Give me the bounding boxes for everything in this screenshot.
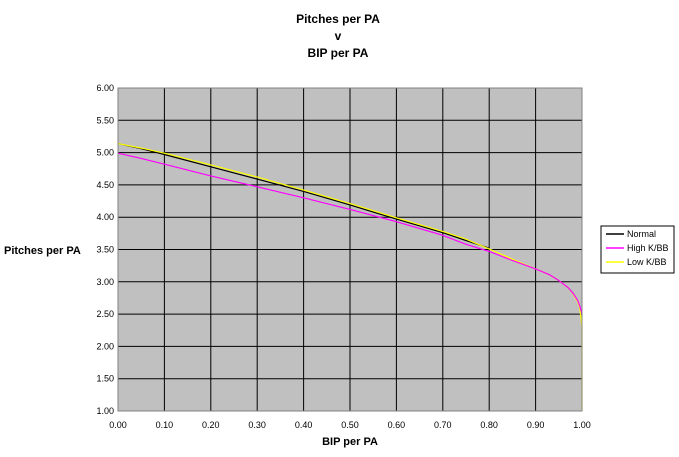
chart-title: Pitches per PA v BIP per PA — [296, 12, 380, 60]
legend-label: High K/BB — [627, 243, 669, 253]
x-axis-ticks: 0.00 0.10 0.20 0.30 0.40 0.50 0.60 0.70 0.80 0.90… — [109, 420, 591, 430]
y-tick-label: 1.50 — [96, 374, 114, 384]
x-tick-label: 0.10 — [156, 420, 174, 430]
legend-label: Low K/BB — [627, 257, 667, 267]
x-tick-label: 0.70 — [434, 420, 452, 430]
title-line-2: v — [335, 29, 342, 43]
y-axis-ticks: 1.00 1.50 2.00 2.50 3.00 3.50 4.00 4.50 5.00 5.50… — [96, 83, 114, 416]
y-axis-label: Pitches per PA — [4, 245, 81, 257]
y-tick-label: 4.50 — [96, 180, 114, 190]
y-tick-label: 3.00 — [96, 277, 114, 287]
y-tick-label: 6.00 — [96, 83, 114, 93]
title-line-3: BIP per PA — [308, 46, 369, 60]
y-tick-label: 3.50 — [96, 245, 114, 255]
series-line-high-k-bb — [117, 152, 583, 315]
x-tick-label: 0.40 — [295, 420, 313, 430]
plot-border — [117, 87, 583, 412]
y-tick-label: 5.50 — [96, 115, 114, 125]
x-tick-label: 0.80 — [480, 420, 498, 430]
series-line-normal — [117, 143, 490, 249]
legend-label: Normal — [627, 229, 656, 239]
x-axis-label: BIP per PA — [322, 436, 378, 448]
series-group — [117, 143, 583, 411]
x-tick-label: 0.20 — [202, 420, 220, 430]
x-tick-label: 0.60 — [388, 420, 406, 430]
y-tick-label: 4.00 — [96, 212, 114, 222]
y-tick-label: 5.00 — [96, 148, 114, 158]
x-tick-label: 0.90 — [527, 420, 545, 430]
y-tick-label: 2.00 — [96, 341, 114, 351]
x-tick-label: 0.00 — [109, 420, 127, 430]
y-tick-label: 1.00 — [96, 406, 114, 416]
y-tick-label: 2.50 — [96, 309, 114, 319]
legend: Normal High K/BB Low K/BB — [600, 225, 675, 274]
x-tick-label: 0.50 — [341, 420, 359, 430]
x-tick-label: 1.00 — [573, 420, 591, 430]
x-tick-label: 0.30 — [248, 420, 266, 430]
title-line-1: Pitches per PA — [296, 12, 380, 26]
